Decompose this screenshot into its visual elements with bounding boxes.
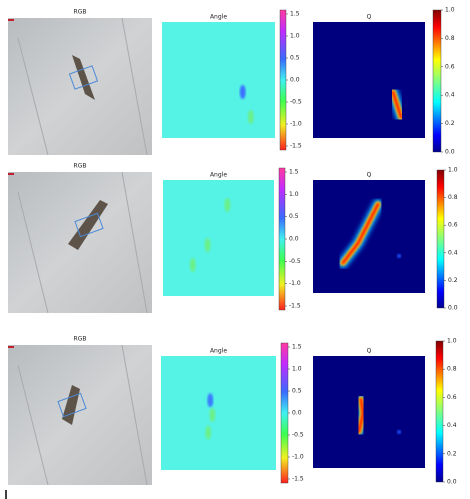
q-colorbar	[435, 340, 444, 483]
angle-colorbar	[278, 167, 286, 311]
colorbar-tick-label: 1.0	[289, 191, 299, 198]
colorbar-tick-label: 0.8	[448, 194, 458, 201]
angle-map	[163, 180, 274, 296]
panel-title: Q	[367, 348, 372, 355]
floor	[8, 345, 152, 485]
colorbar-tick-label: 0.6	[445, 63, 455, 70]
q-spot	[397, 254, 401, 258]
colorbar-tick-label: 0.2	[445, 120, 455, 127]
floor	[8, 18, 152, 155]
colorbar-tick-label: 1.5	[290, 11, 300, 18]
floor-line	[121, 345, 148, 485]
rgb-image	[8, 345, 152, 485]
colorbar-tick-label: -1.5	[289, 303, 301, 310]
colorbar-tick-label: 0.4	[448, 249, 458, 256]
q-core	[357, 397, 365, 433]
colorbar-tick-label: 1.0	[448, 167, 458, 174]
angle-blob	[189, 258, 196, 272]
robot	[72, 55, 95, 100]
grasp-box	[68, 65, 99, 90]
angle-bg	[161, 356, 276, 470]
angle-blob	[247, 110, 254, 124]
floor-line	[121, 172, 148, 313]
panel-title: Q	[367, 172, 372, 179]
colorbar-tick-label: 0.6	[447, 394, 457, 401]
red-marker	[8, 173, 14, 175]
angle-map	[162, 22, 275, 138]
panel-title: Angle	[210, 172, 227, 179]
rgb-image	[8, 172, 152, 313]
q-core	[391, 90, 403, 119]
grasp-box	[57, 392, 87, 418]
colorbar-tick-label: -1.5	[292, 476, 304, 483]
angle-blob	[224, 198, 231, 212]
colorbar-tick-label: 0.0	[290, 77, 300, 84]
colorbar-tick-label: 0.2	[448, 277, 458, 284]
colorbar-tick-label: -0.5	[292, 432, 304, 439]
grasp-box	[74, 212, 104, 238]
colorbar-tick-label: 1.5	[289, 169, 299, 176]
colorbar-tick-label: 0.0	[292, 410, 302, 417]
red-marker	[8, 19, 14, 21]
colorbar-tick-label: -1.0	[292, 454, 304, 461]
angle-map	[161, 356, 276, 470]
panel-title: Q	[367, 14, 372, 21]
angle-colorbar	[279, 9, 287, 151]
angle-bg	[162, 22, 275, 138]
colorbar-tick-label: 0.0	[447, 479, 457, 486]
colorbar-tick-label: 0.5	[292, 388, 302, 395]
colorbar-tick-label: -0.5	[290, 99, 302, 106]
colorbar-tick-label: 0.8	[445, 35, 455, 42]
angle-colorbar	[280, 342, 289, 484]
q-colorbar	[436, 169, 445, 309]
colorbar-tick-label: -1.0	[290, 121, 302, 128]
q-bg	[313, 22, 425, 138]
angle-blob	[205, 425, 212, 440]
floor-line	[17, 191, 49, 313]
robot	[68, 200, 108, 250]
colorbar-tick-label: 1.0	[445, 7, 455, 14]
colorbar-tick-label: 1.0	[290, 33, 300, 40]
colorbar-tick-label: 1.5	[292, 344, 302, 351]
colorbar-tick-label: 0.2	[447, 450, 457, 457]
colorbar-tick-label: 1.0	[447, 338, 457, 345]
panel-title: Angle	[210, 348, 227, 355]
angle-blob	[207, 393, 214, 408]
panel-title: RGB	[74, 336, 87, 343]
panel-title: RGB	[74, 9, 87, 16]
panel-title: RGB	[74, 163, 87, 170]
q-bg	[313, 180, 425, 293]
colorbar-tick-label: 0.0	[289, 236, 299, 243]
angle-blob	[204, 238, 211, 252]
q-colorbar	[432, 9, 442, 153]
q-map	[313, 22, 425, 138]
rgb-image	[8, 18, 152, 155]
colorbar-tick-label: 0.4	[447, 422, 457, 429]
colorbar-tick-label: 0.4	[445, 92, 455, 99]
angle-blob	[209, 407, 216, 422]
colorbar-tick-label: -1.5	[290, 143, 302, 150]
panel-title: Angle	[210, 14, 227, 21]
q-core	[341, 202, 380, 265]
colorbar-tick-label: -0.5	[289, 258, 301, 265]
q-spot	[397, 430, 401, 434]
q-map	[313, 180, 425, 293]
colorbar-tick-label: 0.8	[447, 366, 457, 373]
q-map	[313, 356, 425, 468]
red-marker	[8, 346, 14, 348]
colorbar-tick-label: 0.5	[289, 213, 299, 220]
colorbar-tick-label: 0.0	[445, 149, 455, 156]
angle-bg	[163, 180, 274, 296]
colorbar-tick-label: 0.5	[290, 55, 300, 62]
colorbar-tick-label: -1.0	[289, 280, 301, 287]
floor-line	[121, 18, 148, 155]
colorbar-tick-label: 0.6	[448, 222, 458, 229]
colorbar-tick-label: 0.0	[448, 305, 458, 312]
q-bg	[313, 356, 425, 468]
floor-line	[17, 37, 49, 155]
colorbar-tick-label: 1.0	[292, 366, 302, 373]
floor-line	[17, 364, 49, 485]
angle-blob	[239, 85, 246, 99]
